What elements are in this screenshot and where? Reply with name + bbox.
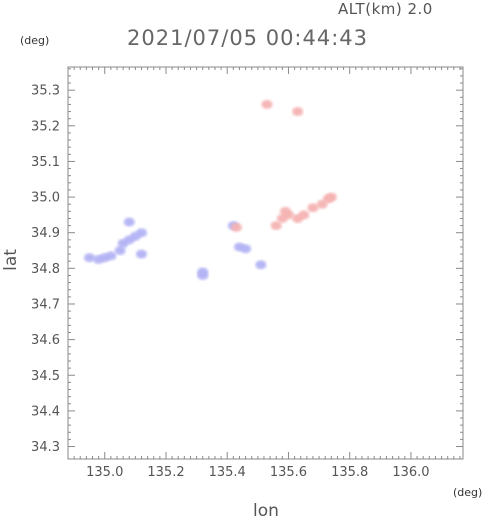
y-tick-label: 34.6 (31, 333, 60, 348)
x-tick-label: 135.8 (331, 465, 368, 480)
y-tick-label: 35.3 (31, 84, 60, 99)
echo-point-red (325, 192, 337, 202)
y-tick-label: 34.3 (31, 440, 60, 455)
echo-point-red (307, 203, 319, 213)
y-tick-label: 34.7 (31, 297, 60, 312)
echo-point-blue (255, 260, 267, 270)
echo-layer (83, 99, 337, 280)
timestamp-label: 2021/07/05 00:44:43 (127, 26, 369, 50)
x-axis-title: lon (253, 501, 279, 521)
echo-point-red (230, 222, 242, 232)
plot-frame (67, 66, 464, 460)
echo-point-blue (105, 251, 117, 261)
y-tick-label: 35.0 (31, 191, 60, 206)
x-tick-label: 136.0 (392, 465, 429, 480)
echo-point-blue (123, 217, 135, 227)
echo-point-red (292, 107, 304, 117)
echo-point-blue (135, 249, 147, 259)
y-tick-label: 35.1 (31, 155, 60, 170)
echo-point-blue (114, 246, 126, 256)
echo-point-red (279, 206, 291, 216)
echo-point-blue (83, 253, 95, 263)
x-unit-label: (deg) (453, 486, 483, 499)
altitude-label: ALT(km) 2.0 (338, 0, 433, 18)
y-unit-label: (deg) (20, 34, 50, 47)
y-tick-label: 35.2 (31, 119, 60, 134)
x-tick-label: 135.6 (270, 465, 307, 480)
y-tick-label: 34.9 (31, 226, 60, 241)
axis-tick-labels: 34.3 34.4 34.5 34.6 34.7 34.8 34.9 35.0 35.1 35.2… (31, 84, 430, 480)
echo-point-red (298, 210, 310, 220)
x-tick-label: 135.0 (86, 465, 123, 480)
echo-point-blue (197, 270, 209, 280)
y-tick-label: 34.4 (31, 404, 60, 419)
y-tick-label: 34.8 (31, 262, 60, 277)
echo-point-red (270, 221, 282, 231)
x-tick-label: 135.4 (209, 465, 246, 480)
echo-point-blue (240, 244, 252, 254)
echo-point-blue (135, 228, 147, 238)
y-tick-label: 34.5 (31, 369, 60, 384)
echo-point-red (261, 99, 273, 109)
x-tick-label: 135.2 (147, 465, 184, 480)
